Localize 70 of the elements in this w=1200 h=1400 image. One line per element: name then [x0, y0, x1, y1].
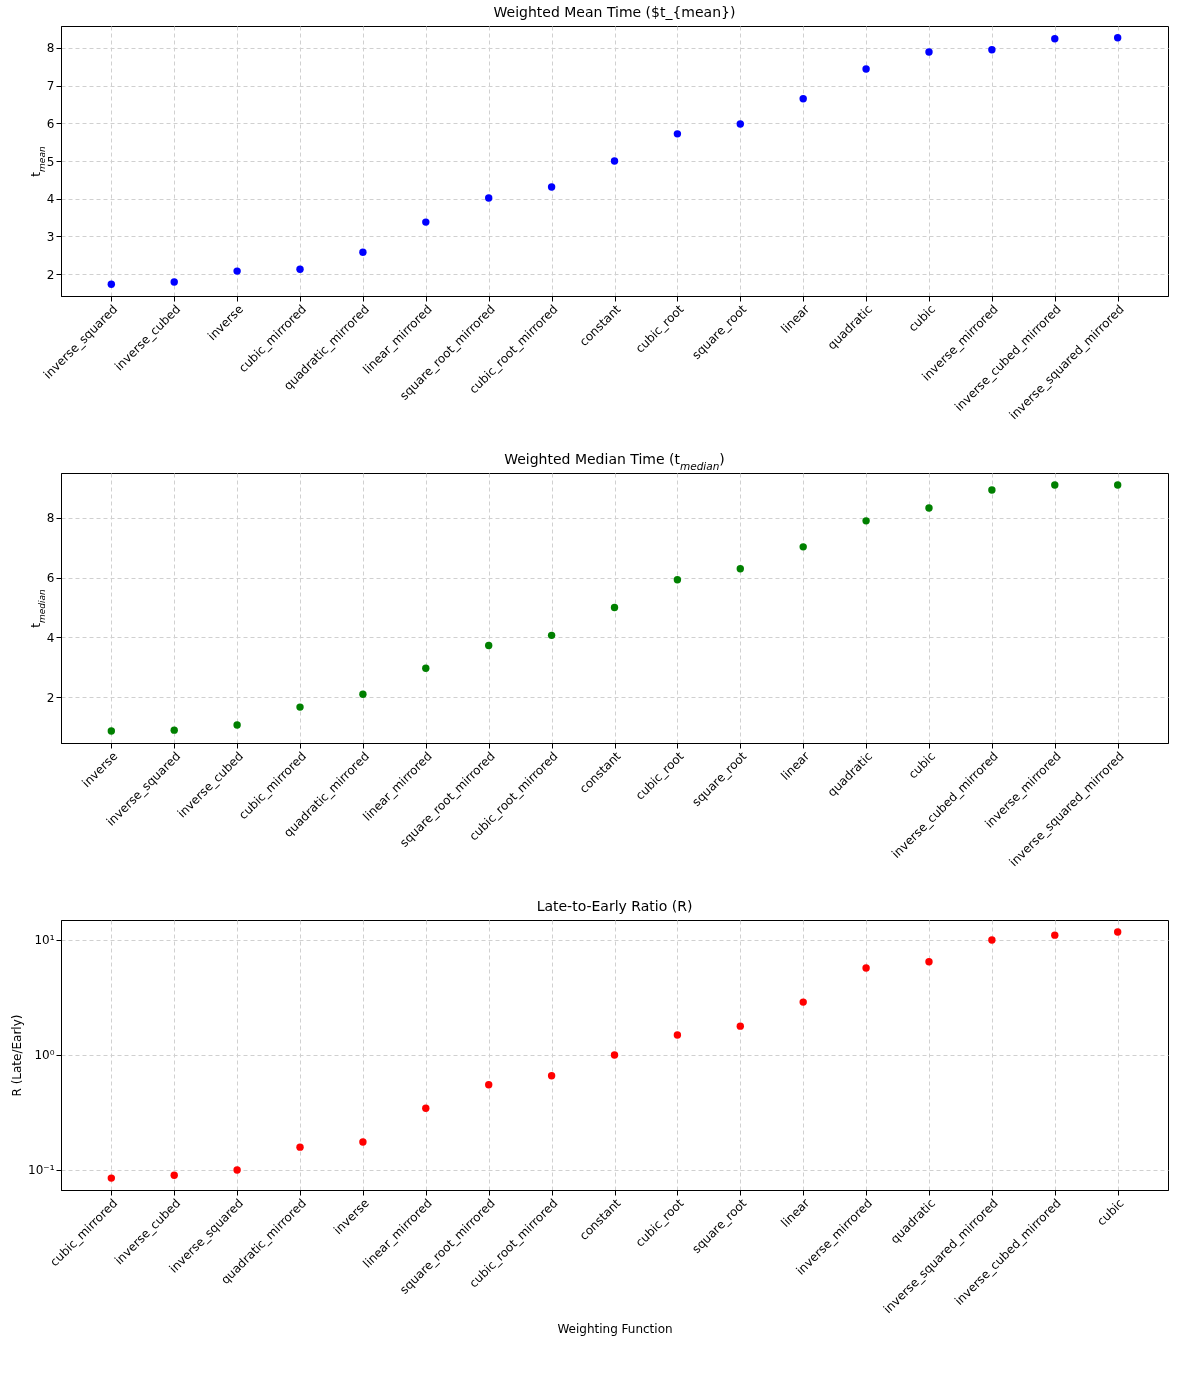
y-tick-label: 5 — [46, 154, 55, 169]
y-axis-title: R (Late/Early) — [10, 1014, 25, 1097]
y-tick-label: 2 — [46, 690, 55, 705]
point — [233, 721, 241, 729]
point — [925, 958, 933, 966]
point — [799, 95, 807, 103]
point — [925, 504, 933, 512]
point — [799, 543, 807, 551]
chart-title: Weighted Mean Time ($t_{mean}) — [493, 4, 736, 20]
point — [673, 1031, 682, 1039]
chart-title: Weighted Median Time (t$_{median}$) — [504, 451, 725, 472]
y-tick-label: 2 — [46, 267, 55, 282]
point — [1113, 33, 1122, 42]
point — [1113, 928, 1122, 936]
point — [422, 1104, 430, 1112]
point — [610, 603, 619, 612]
point — [610, 157, 619, 165]
point — [359, 690, 367, 698]
point — [296, 703, 304, 711]
point — [485, 641, 493, 650]
point — [485, 194, 493, 202]
point — [233, 1166, 241, 1174]
point — [862, 964, 870, 972]
point — [736, 564, 744, 573]
y-tick-label: 4 — [46, 192, 55, 207]
y-tick-label: 3 — [46, 229, 55, 244]
y-tick-label: 4 — [46, 630, 55, 645]
point — [170, 726, 178, 734]
y-tick-label: 10¹ — [34, 933, 55, 948]
y-tick-label: 10⁰ — [34, 1048, 55, 1063]
point — [1051, 931, 1059, 939]
point — [107, 1174, 116, 1182]
point — [862, 517, 870, 525]
y-tick-label: 7 — [46, 79, 55, 94]
point — [988, 46, 996, 54]
point — [422, 218, 430, 226]
point — [610, 1051, 619, 1059]
point — [107, 280, 116, 289]
point — [1051, 35, 1059, 43]
point — [485, 1081, 493, 1089]
point — [547, 1072, 556, 1080]
point — [1051, 481, 1059, 489]
point — [170, 278, 178, 286]
x-axis-title: Weighting Function — [557, 1321, 673, 1336]
point — [359, 1138, 367, 1146]
y-tick-label: 6 — [46, 571, 55, 586]
point — [233, 267, 241, 275]
point — [799, 998, 807, 1006]
point — [925, 48, 933, 56]
point — [359, 248, 367, 256]
point — [107, 727, 116, 735]
point — [988, 936, 996, 944]
point — [170, 1171, 178, 1179]
point — [296, 1143, 304, 1151]
point — [862, 65, 870, 73]
y-tick-label: 8 — [46, 511, 55, 526]
point — [1113, 481, 1122, 489]
point — [736, 1022, 744, 1030]
point — [296, 265, 304, 273]
point — [547, 183, 556, 191]
point — [422, 664, 430, 672]
chart-title: Late-to-Early Ratio (R) — [536, 898, 693, 914]
point — [736, 120, 744, 128]
y-tick-label: 8 — [46, 41, 55, 56]
y-tick-label: 10⁻¹ — [28, 1163, 55, 1178]
point — [673, 130, 682, 138]
point — [988, 486, 996, 494]
point — [673, 576, 682, 584]
y-tick-label: 6 — [46, 116, 55, 131]
point — [547, 631, 556, 640]
